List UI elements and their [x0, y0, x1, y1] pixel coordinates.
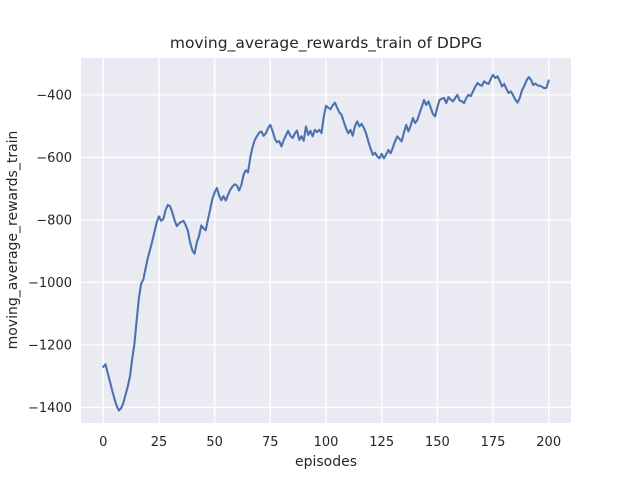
x-tick-label: 75 — [262, 435, 279, 450]
y-tick-label: −1400 — [28, 401, 72, 416]
x-tick-label: 25 — [151, 435, 168, 450]
y-tick-label: −1200 — [28, 338, 72, 353]
y-tick-label: −600 — [36, 151, 72, 166]
x-tick-label: 125 — [369, 435, 394, 450]
y-axis-label: moving_average_rewards_train — [5, 131, 21, 350]
data-line — [102, 73, 550, 412]
y-tick-label: −400 — [36, 88, 72, 103]
x-tick-label: 100 — [314, 435, 339, 450]
y-tick-label: −1000 — [28, 276, 72, 291]
chart-title: moving_average_rewards_train of DDPG — [170, 34, 482, 53]
x-tick-label: 150 — [425, 435, 450, 450]
x-axis-label: episodes — [295, 454, 357, 470]
x-tick-label: 50 — [206, 435, 223, 450]
x-tick-label: 175 — [481, 435, 506, 450]
y-tick-label: −800 — [36, 213, 72, 228]
x-tick-label: 0 — [99, 435, 107, 450]
plot-layer: 0 25 50 75 100 125 150 175 200 −400 −600 −800 −1000 −… — [28, 58, 571, 450]
x-tick-label: 200 — [536, 435, 561, 450]
